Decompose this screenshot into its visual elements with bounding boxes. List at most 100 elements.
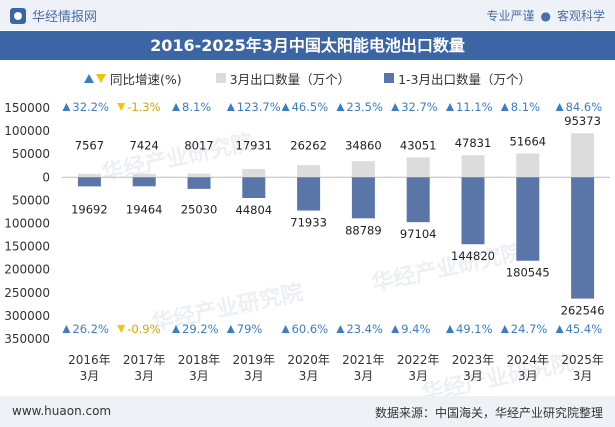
x-tick-label: 2018年 (178, 353, 221, 367)
yoy-label: 29.2% (182, 322, 219, 336)
yoy-up-icon (500, 103, 509, 111)
bar-cumulative (187, 177, 211, 189)
bar-cumulative (132, 177, 156, 187)
x-tick-label: 3月 (80, 369, 100, 383)
bar-cumulative (351, 177, 375, 219)
bar-cumulative (571, 177, 595, 299)
data-label-cumulative: 19692 (71, 202, 108, 216)
data-label-march: 7424 (130, 138, 159, 152)
data-label-cumulative: 144820 (451, 249, 495, 263)
up-triangle-icon (83, 73, 94, 83)
yoy-up-icon (281, 103, 290, 111)
x-tick-label: 2020年 (287, 353, 330, 367)
bar-march (297, 165, 321, 178)
bar-march (187, 173, 211, 178)
y-tick-label: 100000 (4, 217, 50, 231)
x-tick-label: 3月 (354, 369, 374, 383)
data-label-cumulative: 88789 (345, 223, 382, 237)
yoy-up-icon (391, 325, 400, 333)
yoy-up-icon (172, 325, 180, 333)
yoy-label: 79% (237, 322, 263, 336)
y-tick-label: 350000 (4, 332, 50, 346)
yoy-up-icon (500, 325, 509, 333)
top-tags: 专业严谨 ● 客观科学 (486, 7, 605, 24)
data-label-march: 7567 (75, 138, 104, 152)
x-tick-label: 3月 (134, 369, 154, 383)
yoy-up-icon (555, 103, 564, 111)
yoy-label: 45.4% (566, 322, 603, 336)
bar-march (132, 173, 156, 178)
legend-cumulative-label: 1-3月出口数量（万个） (398, 71, 532, 87)
yoy-label: 23.5% (346, 100, 383, 114)
x-tick-label: 2022年 (397, 353, 440, 367)
down-triangle-icon (95, 73, 106, 83)
y-tick-label: 0 (42, 170, 50, 184)
y-tick-label: 250000 (4, 286, 50, 300)
bar-cumulative (516, 177, 540, 261)
yoy-up-icon (62, 103, 71, 111)
yoy-label: -1.3% (127, 100, 160, 114)
yoy-up-icon (281, 325, 290, 333)
data-label-cumulative: 44804 (236, 203, 273, 217)
brand[interactable]: 华经情报网 (10, 6, 97, 25)
data-label-march: 8017 (184, 138, 213, 152)
yoy-label: 26.2% (72, 322, 109, 336)
footer: www.huaon.com 数据来源：中国海关，华经产业研究院整理 (0, 396, 615, 427)
x-tick-label: 2024年 (507, 353, 550, 367)
yoy-up-icon (62, 325, 71, 333)
legend-march: 3月出口数量（万个） (215, 68, 351, 88)
yoy-label: 32.2% (72, 100, 109, 114)
footer-source: 数据来源：中国海关，华经产业研究院整理 (374, 406, 603, 420)
legend-cumulative: 1-3月出口数量（万个） (384, 68, 531, 88)
bar-cumulative (77, 177, 101, 187)
yoy-label: 11.1% (456, 100, 493, 114)
yoy-label: -0.9% (127, 322, 160, 336)
yoy-label: 46.5% (292, 100, 329, 114)
x-tick-label: 2017年 (123, 353, 166, 367)
data-label-march: 95373 (564, 114, 601, 128)
data-label-cumulative: 97104 (400, 227, 437, 241)
bar-cumulative (461, 177, 485, 245)
data-label-cumulative: 25030 (181, 202, 218, 216)
yoy-label: 9.4% (401, 322, 430, 336)
bar-march (461, 155, 485, 178)
yoy-label: 8.1% (511, 100, 540, 114)
yoy-label: 123.7% (237, 100, 281, 114)
y-tick-label: 100000 (4, 124, 50, 138)
y-tick-label: 50000 (12, 147, 50, 161)
yoy-label: 84.6% (566, 100, 603, 114)
x-tick-label: 3月 (189, 369, 209, 383)
yoy-up-icon (172, 103, 180, 111)
tag-professional: 专业严谨 (486, 9, 535, 23)
y-tick-label: 150000 (4, 101, 50, 115)
x-tick-label: 3月 (244, 369, 264, 383)
data-label-march: 26262 (290, 138, 327, 152)
x-tick-label: 3月 (408, 369, 428, 383)
legend-cumulative-swatch (384, 73, 395, 83)
data-label-march: 17931 (236, 138, 273, 152)
bar-march (77, 173, 101, 178)
bar-march (571, 133, 595, 178)
yoy-up-icon (555, 325, 564, 333)
legend-yoy: 同比增速(%) (83, 68, 182, 88)
brand-name: 华经情报网 (32, 10, 98, 25)
legend-march-swatch (215, 73, 226, 83)
y-tick-label: 50000 (12, 193, 50, 207)
yoy-label: 23.4% (346, 322, 383, 336)
yoy-label: 8.1% (182, 100, 211, 114)
bar-cumulative (297, 177, 321, 211)
yoy-up-icon (446, 103, 454, 111)
x-tick-label: 2016年 (68, 353, 111, 367)
data-label-cumulative: 180545 (506, 266, 550, 280)
chart-title: 2016-2025年3月中国太阳能电池出口数量 (0, 31, 615, 60)
data-label-cumulative: 71933 (290, 216, 327, 230)
yoy-up-icon (446, 325, 454, 333)
x-tick-label: 3月 (463, 369, 483, 383)
footer-website[interactable]: www.huaon.com (12, 404, 112, 418)
data-label-march: 43051 (400, 138, 437, 152)
bar-cumulative (242, 177, 266, 198)
bar-cumulative (406, 177, 430, 223)
legend-march-label: 3月出口数量（万个） (229, 71, 351, 87)
data-label-march: 47831 (455, 136, 492, 150)
bar-march (516, 153, 540, 178)
